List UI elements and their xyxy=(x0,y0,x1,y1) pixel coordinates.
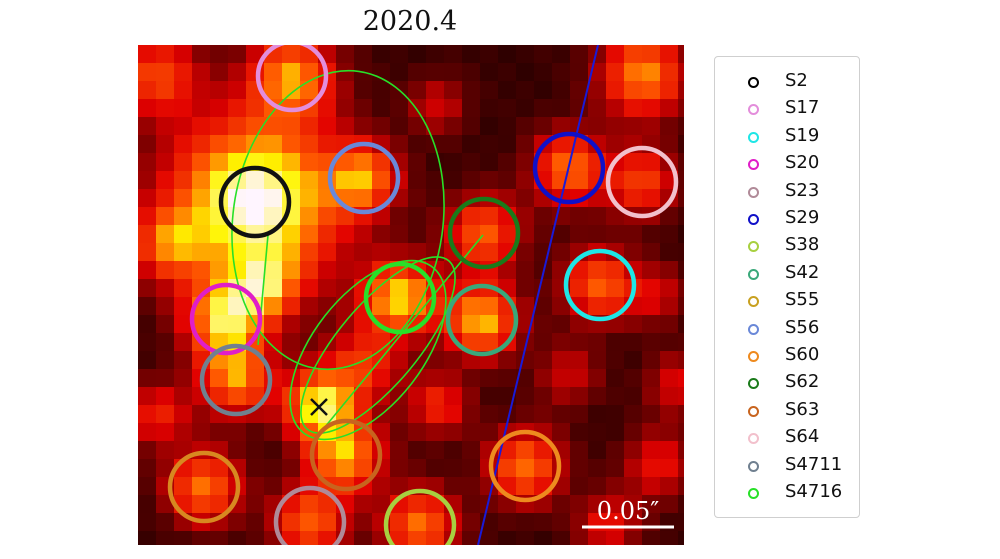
legend-entry: S29 xyxy=(715,206,861,233)
star-markers xyxy=(167,45,679,545)
legend-entry: S17 xyxy=(715,96,861,123)
legend-entry: S64 xyxy=(715,425,861,452)
blue-track-line xyxy=(477,45,599,545)
orbit-ellipse-s4716-b xyxy=(300,256,456,434)
legend-entry: S4716 xyxy=(715,480,861,507)
star-s42-circle xyxy=(445,283,519,357)
legend-entry: S63 xyxy=(715,398,861,425)
star-s20-circle xyxy=(189,282,263,356)
scale-bar-label: 0.05″ xyxy=(597,497,659,525)
star-s60-circle xyxy=(488,429,562,503)
legend-marker-icon xyxy=(748,296,759,308)
legend-entry: S2 xyxy=(715,69,861,96)
legend-marker-icon xyxy=(748,186,759,198)
scale-bar: 0.05″ xyxy=(582,497,674,529)
legend-marker-icon xyxy=(748,131,759,143)
legend-label: S38 xyxy=(785,234,820,256)
legend-label: S23 xyxy=(785,179,820,201)
pixel-heatmap xyxy=(138,45,684,545)
star-s38-circle xyxy=(383,488,457,545)
legend-entry: S38 xyxy=(715,233,861,260)
legend-entry: S19 xyxy=(715,124,861,151)
legend-marker-icon xyxy=(748,159,759,171)
legend-marker-icon xyxy=(748,460,759,472)
legend-label: S55 xyxy=(785,289,820,311)
legend-label: S63 xyxy=(785,398,820,420)
legend-label: S19 xyxy=(785,124,820,146)
figure-title: 2020.4 xyxy=(362,6,458,37)
legend-marker-icon xyxy=(748,488,759,499)
star-s2-circle xyxy=(218,165,292,239)
star-s56-circle xyxy=(327,141,401,215)
legend-label: S64 xyxy=(785,426,820,448)
legend-marker-icon xyxy=(748,378,759,390)
legend-entry: S56 xyxy=(715,316,861,343)
star-s19-circle xyxy=(563,248,637,322)
star-s17-circle xyxy=(255,45,329,113)
legend-label: S2 xyxy=(785,70,808,91)
star-s55-circle xyxy=(167,450,241,524)
legend-label: S42 xyxy=(785,261,820,283)
legend-entry: S23 xyxy=(715,179,861,206)
legend-marker-icon xyxy=(748,323,759,335)
sgr-a-cross-marker xyxy=(310,398,328,416)
star-s4711-circle xyxy=(199,343,273,417)
orbit-ellipse-s4716-a xyxy=(289,259,447,441)
legend-label: S4711 xyxy=(785,453,843,475)
legend-label: S60 xyxy=(785,344,820,365)
legend-label: S20 xyxy=(785,152,820,174)
legend-entry: S60 xyxy=(715,343,861,370)
legend-marker-icon xyxy=(748,77,759,88)
star-s62-circle xyxy=(447,196,521,270)
legend-marker-icon xyxy=(748,405,759,417)
star-s63-circle xyxy=(309,418,383,492)
legend-entry: S62 xyxy=(715,370,861,397)
legend-label: S56 xyxy=(785,316,820,338)
legend-marker-icon xyxy=(748,214,759,225)
orbit-ellipse-s2 xyxy=(231,69,445,371)
legend-entry: S20 xyxy=(715,151,861,178)
star-s29-circle xyxy=(532,131,606,205)
star-s64-circle xyxy=(605,145,679,219)
legend-label: S29 xyxy=(785,207,820,228)
legend-label: S4716 xyxy=(785,481,843,502)
legend-entry: S42 xyxy=(715,261,861,288)
image-panel: 0.05″ xyxy=(138,45,684,545)
legend: S2 S17 S19 S20 S23 S29 S38 S42 S55 S56 S60 S62 S63 S6… xyxy=(714,56,860,518)
legend-marker-icon xyxy=(748,241,759,253)
legend-marker-icon xyxy=(748,433,759,445)
legend-marker-icon xyxy=(748,268,759,280)
star-s23-circle xyxy=(273,485,347,545)
legend-marker-icon xyxy=(748,351,759,362)
legend-entry: S4711 xyxy=(715,453,861,480)
legend-label: S17 xyxy=(785,97,820,119)
star-s4716-circle xyxy=(363,261,437,335)
legend-label: S62 xyxy=(785,371,820,393)
legend-marker-icon xyxy=(748,104,759,116)
legend-entry: S55 xyxy=(715,288,861,315)
